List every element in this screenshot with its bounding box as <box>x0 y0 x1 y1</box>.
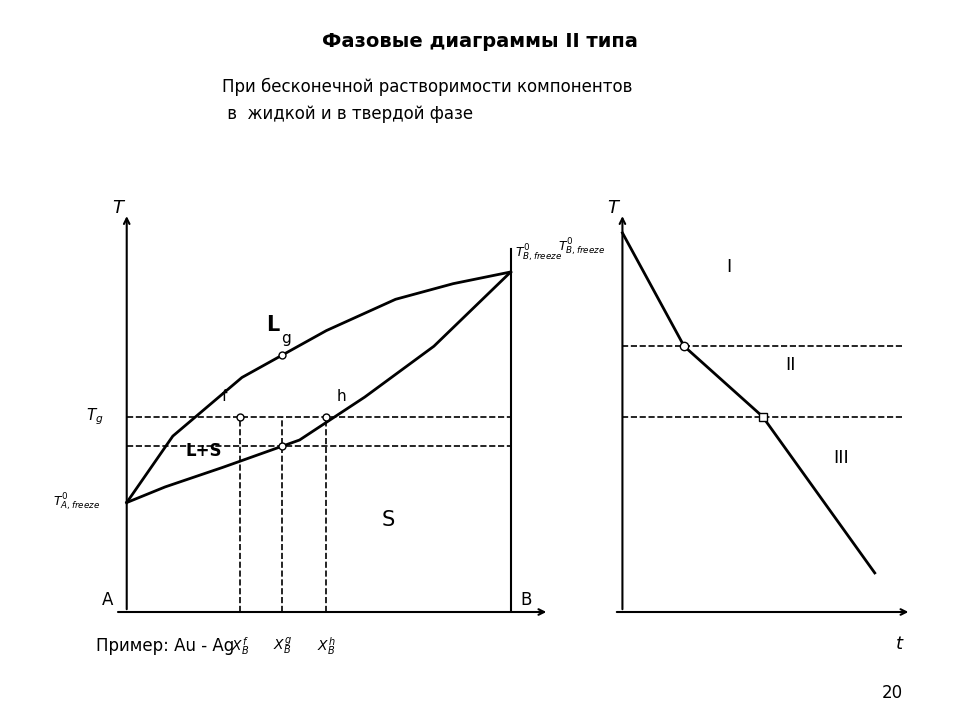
Text: При бесконечной растворимости компонентов
 в  жидкой и в твердой фазе: При бесконечной растворимости компоненто… <box>222 78 633 122</box>
Text: 20: 20 <box>881 684 902 702</box>
Text: $T^0_{B,freeze}$: $T^0_{B,freeze}$ <box>559 237 606 258</box>
Text: $X^h_B$: $X^h_B$ <box>317 636 336 657</box>
Text: $T^0_{B,freeze}$: $T^0_{B,freeze}$ <box>515 243 562 264</box>
Text: $t$: $t$ <box>895 636 904 654</box>
Text: $X^f_B$: $X^f_B$ <box>231 636 249 657</box>
Text: f: f <box>222 389 228 404</box>
Text: II: II <box>785 356 796 374</box>
Text: Фазовые диаграммы II типа: Фазовые диаграммы II типа <box>322 32 638 51</box>
Text: B: B <box>520 591 532 609</box>
Text: $T^0_{A,freeze}$: $T^0_{A,freeze}$ <box>53 492 100 513</box>
Text: I: I <box>727 258 732 276</box>
Text: $X^g_B$: $X^g_B$ <box>273 636 292 657</box>
Text: III: III <box>833 449 849 467</box>
Text: L+S: L+S <box>185 441 222 459</box>
Text: h: h <box>337 389 347 404</box>
Text: $T_g$: $T_g$ <box>86 406 104 427</box>
Text: $T$: $T$ <box>607 199 621 217</box>
Text: $T$: $T$ <box>112 199 126 217</box>
Text: L: L <box>266 315 279 335</box>
Text: Пример: Au - Ag: Пример: Au - Ag <box>96 637 234 655</box>
Text: A: A <box>102 591 113 609</box>
Text: S: S <box>381 510 395 530</box>
Text: g: g <box>281 331 291 346</box>
